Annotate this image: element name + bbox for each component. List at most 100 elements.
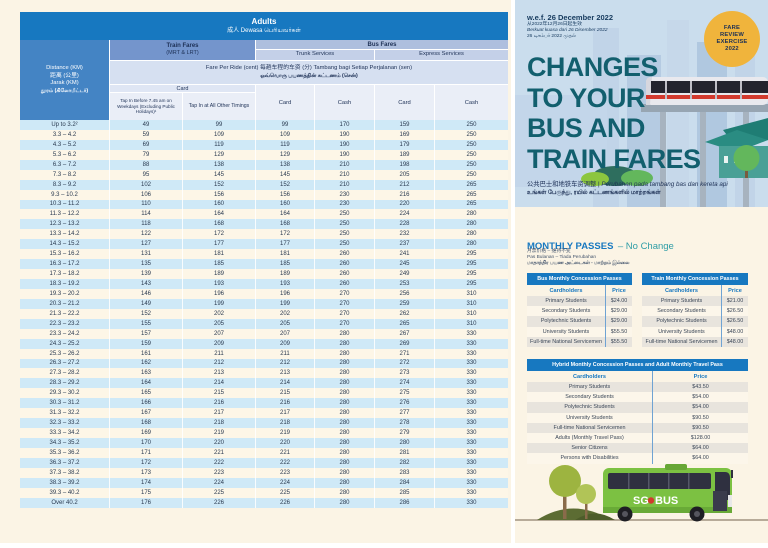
subtitle-separator: | bbox=[598, 181, 600, 188]
table-cell: 119 bbox=[183, 139, 256, 150]
table-cell: 31.3 – 32.2 bbox=[20, 408, 110, 419]
table-cell: 280 bbox=[315, 438, 375, 448]
table-cell: 250 bbox=[315, 239, 375, 250]
table-cell: 15.3 – 16.2 bbox=[20, 249, 110, 260]
train-monthly-pass-table: Train Monthly Concession Passes Cardhold… bbox=[642, 273, 748, 348]
effective-date-ms: Berkuat kuasa dari 26 Disember 2022 bbox=[527, 28, 608, 33]
table-cell: 202 bbox=[183, 308, 256, 319]
table-row: 24.3 – 25.2 159 209 209 280 269 330 bbox=[20, 338, 508, 349]
table-cell: 119 bbox=[256, 139, 315, 150]
table-row: 37.3 – 38.2 173 223 223 280 283 330 bbox=[20, 467, 508, 478]
table-cell: 224 bbox=[256, 477, 315, 488]
table-cell: 172 bbox=[256, 229, 315, 240]
express-cash-column-header: Cash bbox=[435, 85, 508, 120]
table-cell: 280 bbox=[315, 328, 375, 339]
express-services-header: Express Services bbox=[375, 50, 508, 60]
table-cell: 280 bbox=[315, 368, 375, 379]
table-row: 27.3 – 28.2 163 213 213 280 273 330 bbox=[20, 368, 508, 379]
table-cell: 21.3 – 22.2 bbox=[20, 308, 110, 319]
table-row: 8.3 – 9.2 102 152 152 210 212 265 bbox=[20, 179, 508, 190]
effective-date-block: w.e.f. 26 December 2022 从2022年12月26日起生效 … bbox=[527, 13, 613, 40]
table-cell: Primary Students bbox=[527, 296, 606, 307]
table-row: 17.3 – 18.2 139 189 189 260 249 295 bbox=[20, 269, 508, 279]
sgbus-logo: SG BUS bbox=[633, 495, 678, 507]
table-cell: 270 bbox=[315, 318, 375, 329]
table-cell: 221 bbox=[256, 447, 315, 458]
title-line: TO YOUR bbox=[527, 82, 645, 113]
table-cell: 222 bbox=[256, 457, 315, 468]
table-cell: $48.00 bbox=[726, 338, 744, 345]
table-cell: 162 bbox=[110, 358, 183, 369]
table-row: 30.3 – 31.2 166 216 216 280 276 330 bbox=[20, 398, 508, 409]
table-cell: $26.50 bbox=[726, 308, 744, 315]
table-row: Secondary Students $54.00 bbox=[527, 392, 748, 403]
table-cell: 260 bbox=[315, 249, 375, 260]
fare-per-ride-banner: Fare Per Ride (cent) 每趟车程的车资 (分) Tambang… bbox=[110, 60, 508, 84]
table-row: Full-time National Servicemen $48.00 bbox=[642, 336, 748, 348]
table-cell: 129 bbox=[256, 149, 315, 160]
table-cell: 272 bbox=[375, 358, 435, 369]
table-row: 12.3 – 13.2 118 168 168 250 228 280 bbox=[20, 219, 508, 230]
table-row: Senior Citizens $64.00 bbox=[527, 443, 748, 454]
table-row: 19.3 – 20.2 146 196 196 270 256 310 bbox=[20, 288, 508, 299]
table-row: 3.3 – 4.2 59 109 109 190 169 250 bbox=[20, 129, 508, 140]
table-cell: 310 bbox=[466, 310, 477, 317]
table-cell: 159 bbox=[375, 120, 435, 130]
table-cell: 189 bbox=[183, 269, 256, 279]
table-cell: 211 bbox=[256, 348, 315, 359]
fare-per-ride-label: Fare Per Ride (cent) 每趟车程的车资 (分) Tambang… bbox=[205, 65, 413, 72]
table-cell: 330 bbox=[466, 390, 477, 397]
fare-review-badge: FARE REVIEW EXERCISE 2022 bbox=[704, 11, 760, 67]
table-cell: 34.3 – 35.2 bbox=[20, 438, 110, 448]
table-cell: $54.00 bbox=[692, 394, 709, 401]
table-cell: 270 bbox=[315, 298, 375, 309]
train-fares-sublabel: (MRT & LRT) bbox=[166, 50, 199, 56]
table-cell: Senior Citizens bbox=[527, 443, 653, 454]
table-cell: 216 bbox=[183, 398, 256, 409]
table-cell: Full-time National Servicemen bbox=[527, 422, 653, 434]
table-row: 22.3 – 23.2 155 205 205 270 265 310 bbox=[20, 318, 508, 329]
monthly-sub-ta: மாதாந்திர பயண அட்டைகள் - மாற்றம் இல்லை bbox=[527, 261, 630, 266]
table-cell: 156 bbox=[183, 189, 256, 200]
table-cell: Secondary Students bbox=[527, 306, 606, 317]
column-header-price: Price bbox=[728, 287, 742, 294]
table-row: 7.3 – 8.2 95 145 145 210 205 250 bbox=[20, 169, 508, 180]
table-cell: 159 bbox=[110, 338, 183, 349]
table-cell: 170 bbox=[315, 120, 375, 130]
table-cell: 330 bbox=[466, 469, 477, 476]
table-cell: 330 bbox=[466, 340, 477, 347]
table-cell: 211 bbox=[183, 348, 256, 359]
table-cell: 220 bbox=[256, 438, 315, 448]
table-cell: 131 bbox=[110, 249, 183, 260]
table-row: Primary Students $24.00 bbox=[527, 296, 632, 307]
table-cell: 270 bbox=[315, 288, 375, 299]
table-cell: 212 bbox=[375, 179, 435, 190]
table-cell: 253 bbox=[375, 279, 435, 289]
table-cell: 330 bbox=[466, 410, 477, 417]
table-cell: 225 bbox=[256, 487, 315, 498]
table-cell: 185 bbox=[183, 259, 256, 270]
table-cell: 330 bbox=[466, 439, 477, 446]
table-cell: 230 bbox=[315, 199, 375, 210]
table-cell: 330 bbox=[466, 420, 477, 427]
table-cell: 228 bbox=[375, 219, 435, 230]
table-cell: 310 bbox=[466, 300, 477, 307]
table-cell: 152 bbox=[256, 179, 315, 190]
table-cell: 155 bbox=[110, 318, 183, 329]
table-cell: 249 bbox=[375, 269, 435, 279]
badge-line: 2022 bbox=[725, 46, 739, 52]
table-cell: 190 bbox=[315, 129, 375, 140]
table-row: 11.3 – 12.2 114 164 164 250 224 280 bbox=[20, 209, 508, 220]
distance-label-zh: 距离 (公里) bbox=[50, 72, 79, 79]
table-row: Polytechnic Students $26.50 bbox=[642, 316, 748, 327]
table-cell: 241 bbox=[375, 249, 435, 260]
table-cell: 27.3 – 28.2 bbox=[20, 368, 110, 379]
table-row: Polytechnic Students $29.00 bbox=[527, 316, 632, 327]
table-cell: 295 bbox=[466, 261, 477, 268]
table-cell: 265 bbox=[466, 201, 477, 208]
table-cell: 11.3 – 12.2 bbox=[20, 209, 110, 220]
table-cell: 175 bbox=[110, 487, 183, 498]
table-cell: 330 bbox=[466, 489, 477, 496]
table-cell: $90.50 bbox=[692, 414, 709, 421]
table-cell: 88 bbox=[110, 159, 183, 170]
